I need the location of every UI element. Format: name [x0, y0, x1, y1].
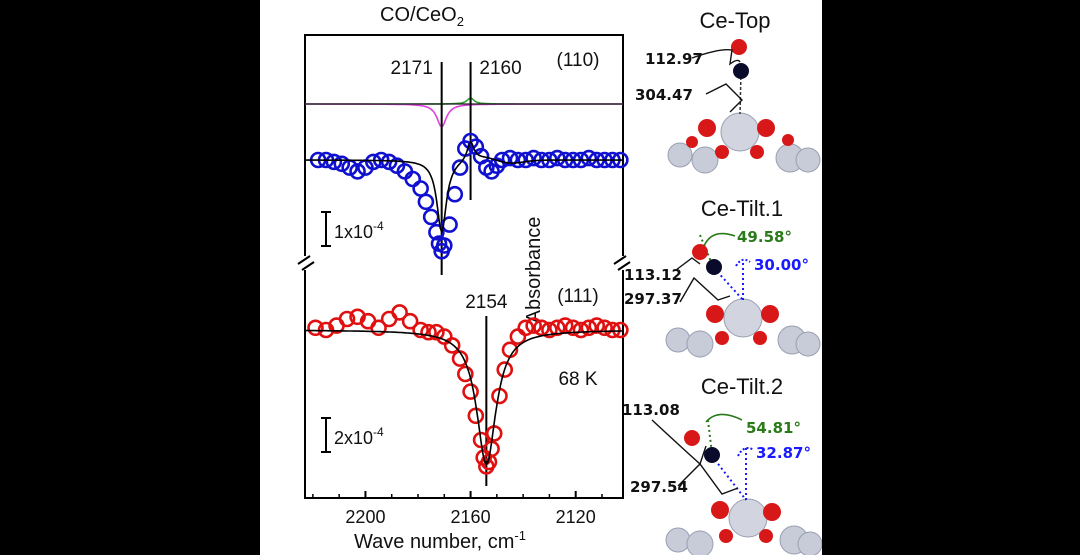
x-axis-label: Wave number, cm-1: [354, 528, 526, 553]
peak-label: 2160: [479, 58, 521, 79]
x-tick-label: 2200: [345, 507, 385, 527]
panel-110: 2171 2160: [305, 58, 629, 275]
data-point-110: [365, 153, 382, 171]
structure-title-ce-tilt-1: Ce-Tilt.1: [701, 196, 783, 221]
structure-title-ce-tilt-2: Ce-Tilt.2: [701, 374, 783, 399]
data-point-110: [580, 149, 598, 167]
panel-label-110: (110): [557, 50, 600, 71]
axis-break-mark: [297, 255, 631, 271]
data-point-111: [420, 323, 437, 341]
oxygen-atom: [692, 244, 708, 260]
component-green: [305, 97, 623, 105]
data-point-111: [307, 319, 324, 337]
data-point-110: [428, 223, 445, 241]
tilt-angle-label: 49.58°: [737, 228, 792, 246]
figure: CO/CeO2 Absorbance Wave number, cm-1 220…: [260, 0, 822, 555]
data-point-111: [604, 321, 621, 339]
data-point-111: [548, 319, 566, 337]
data-point-111: [349, 308, 366, 326]
data-point-110: [333, 155, 351, 173]
structure-title-ce-top: Ce-Top: [700, 8, 771, 33]
data-point-110: [441, 216, 458, 233]
data-point-110: [417, 193, 435, 211]
temperature-label: 68 K: [558, 369, 597, 390]
oxygen-atom: [684, 430, 700, 446]
figure-canvas: CO/CeO2 Absorbance Wave number, cm-1 220…: [297, 4, 822, 555]
data-point-111: [517, 319, 535, 337]
bond-angle-label: 113.08: [622, 401, 680, 419]
data-point-111: [533, 319, 550, 337]
x-ticks: 2200 2160 2120: [312, 491, 603, 527]
peak-label: 2154: [465, 292, 508, 313]
data-point-111: [564, 319, 582, 337]
scale-bar-110: 1x10-4: [321, 211, 384, 247]
chart-title: CO/CeO2: [380, 4, 464, 29]
data-point-110: [422, 208, 440, 226]
ce-lattice-tilt-1: [665, 298, 821, 358]
data-point-110: [412, 180, 429, 197]
carbon-atom: [704, 447, 720, 463]
data-point-111: [428, 323, 445, 341]
bond-distance-label: 297.54: [630, 478, 688, 496]
tilt-angle-label: 32.87°: [756, 444, 811, 462]
data-point-111: [457, 365, 474, 383]
data-point-110: [501, 149, 519, 167]
ce-lattice-tilt-2: [665, 498, 822, 555]
structure-ce-tilt-2: Ce-Tilt.2 113.08 54.81°: [622, 374, 822, 555]
scale-bar-label-110: 1x10-4: [334, 219, 384, 242]
data-point-110: [446, 185, 464, 203]
peak-label: 2171: [391, 58, 433, 79]
data-point-111: [525, 317, 542, 334]
data-point-111: [588, 317, 606, 334]
ce-lattice-top: [667, 112, 821, 174]
data-point-111: [580, 319, 598, 337]
tilt-angle-label: 30.00°: [754, 256, 809, 274]
fit-curve-110: [305, 140, 623, 235]
scale-bar-111: 2x10-4: [321, 417, 384, 453]
data-point-111: [596, 319, 613, 337]
bond-distance-label: 304.47: [635, 86, 693, 104]
data-point-111: [462, 383, 479, 400]
data-point-111: [412, 321, 429, 339]
scale-bar-label-111: 2x10-4: [334, 425, 384, 448]
data-point-111: [443, 337, 461, 354]
data-point-111: [467, 407, 485, 425]
data-point-111: [572, 321, 590, 339]
data-point-111: [541, 321, 558, 339]
x-tick-label: 2120: [556, 507, 596, 527]
data-point-111: [338, 310, 356, 328]
component-magenta: [305, 103, 623, 128]
fit-curve-111: [305, 329, 623, 466]
data-point-110: [525, 149, 542, 167]
panel-111: 2154: [305, 292, 629, 486]
panel-label-111: (111): [557, 286, 599, 307]
structure-ce-top: Ce-Top 112.97 304.47: [635, 8, 821, 174]
structure-ce-tilt-1: Ce-Tilt.1 49.58° 30.00°: [624, 196, 821, 358]
x-tick-label: 2160: [451, 507, 491, 527]
oxygen-atom: [731, 39, 747, 55]
bond-angle-label: 112.97: [645, 50, 703, 68]
data-point-111: [509, 328, 527, 345]
data-point-110: [548, 149, 566, 167]
data-point-111: [612, 321, 629, 339]
carbon-atom: [733, 63, 749, 79]
data-point-110: [349, 163, 366, 180]
data-point-111: [496, 361, 514, 378]
tilt-angle-label: 54.81°: [746, 419, 801, 437]
carbon-atom: [706, 259, 722, 275]
data-point-110: [509, 151, 527, 169]
data-point-110: [435, 237, 453, 254]
data-point-111: [370, 319, 387, 337]
y-axis-label: Absorbance: [523, 217, 545, 324]
bond-distance-label: 297.37: [624, 290, 682, 308]
data-point-111: [391, 304, 408, 321]
bond-angle-label: 113.12: [624, 266, 682, 284]
data-point-111: [401, 312, 419, 330]
data-point-110: [451, 159, 469, 176]
data-point-110: [325, 153, 343, 171]
